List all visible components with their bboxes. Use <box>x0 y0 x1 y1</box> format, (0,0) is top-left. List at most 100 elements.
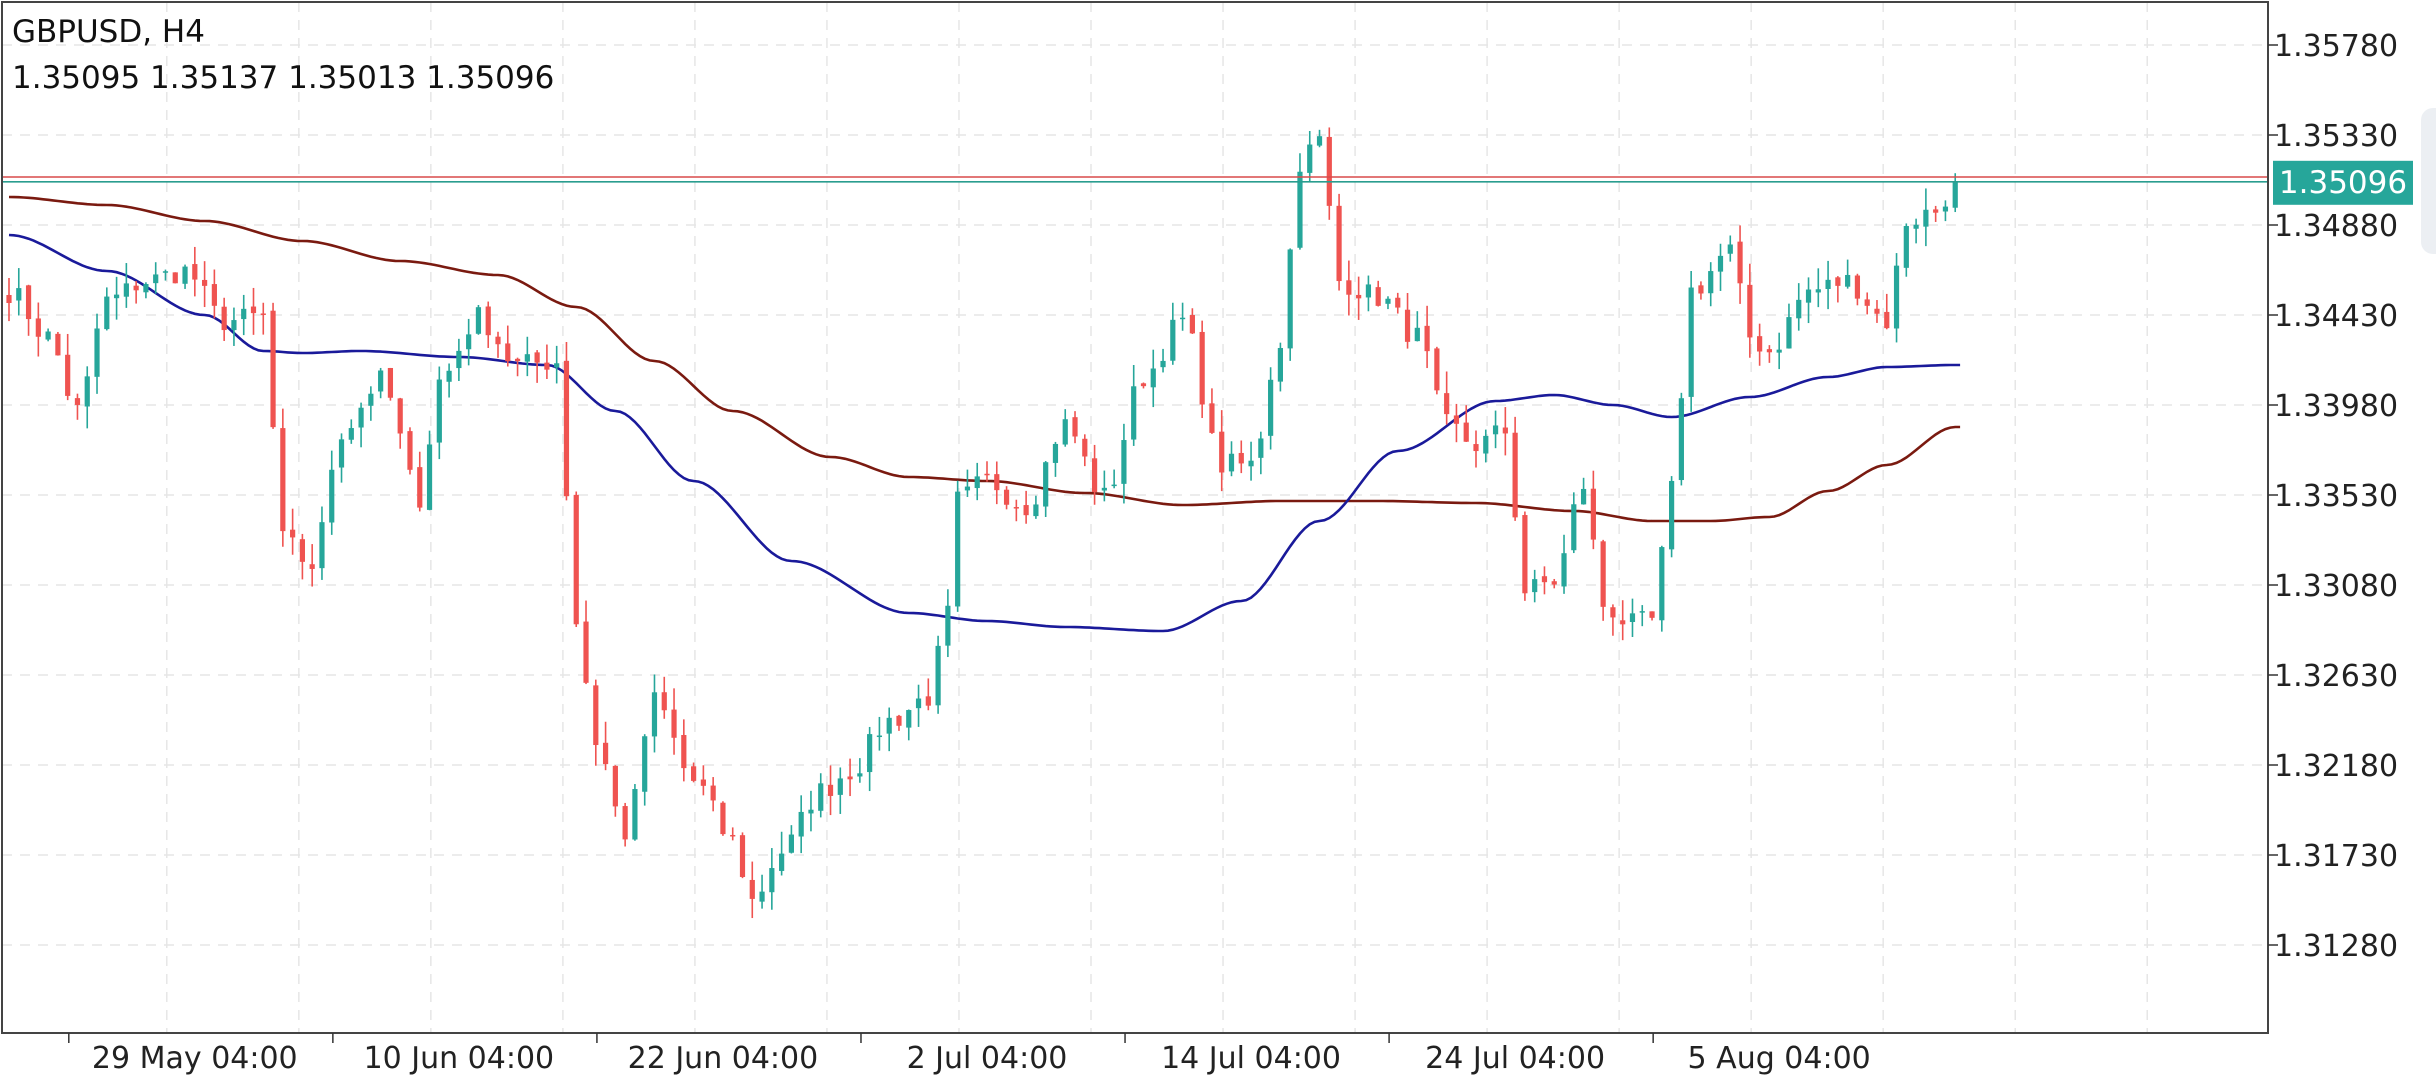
candle <box>1590 470 1596 550</box>
candle-body <box>886 717 892 734</box>
candle <box>1160 348 1166 373</box>
candle <box>681 719 687 782</box>
candle-body <box>16 288 22 301</box>
candle <box>642 734 648 806</box>
y-tick-label: 1.35780 <box>2274 29 2398 64</box>
candle-body <box>1091 458 1098 493</box>
candle-body <box>1708 271 1714 294</box>
candle <box>358 402 364 448</box>
candle <box>1952 173 1958 213</box>
candle <box>231 307 237 346</box>
candle-body <box>378 370 384 392</box>
candle <box>1884 293 1890 330</box>
candle-body <box>1727 244 1733 254</box>
candle-body <box>1874 308 1880 314</box>
candle-body <box>319 522 325 569</box>
candle-body <box>1884 311 1890 329</box>
candle <box>1375 280 1381 307</box>
candle-body <box>1629 613 1636 622</box>
candle <box>1580 477 1587 505</box>
candle-body <box>514 358 521 362</box>
candle <box>886 707 892 752</box>
candle <box>974 462 980 501</box>
candle-body <box>1082 438 1088 457</box>
candle <box>1180 302 1186 331</box>
candle-body <box>172 272 178 284</box>
candle-body <box>691 766 697 781</box>
candle <box>1248 441 1254 481</box>
candle-body <box>867 734 873 773</box>
candle-body <box>1678 398 1684 481</box>
y-tick-label: 1.31280 <box>2274 929 2398 964</box>
candle-body <box>202 279 208 286</box>
candle <box>1845 259 1851 289</box>
side-panel-handle[interactable] <box>2421 108 2436 254</box>
candle-body <box>426 444 433 510</box>
candle <box>1532 569 1538 603</box>
candle-body <box>1913 224 1919 229</box>
candle-body <box>837 778 843 795</box>
candle <box>16 268 22 316</box>
candle <box>25 284 32 336</box>
candle <box>84 366 90 429</box>
candle <box>505 325 511 367</box>
candle <box>1502 407 1508 456</box>
candle-body <box>1903 226 1909 268</box>
plot-border <box>1 1 2269 1034</box>
candle <box>1629 598 1636 637</box>
candle-body <box>1033 504 1039 517</box>
candle <box>153 262 159 294</box>
candle-body <box>299 539 305 562</box>
price-axis[interactable]: 1.35780 1.35330 1.34880 1.34430 1.33980 1.335… <box>2268 29 2413 964</box>
candle <box>779 831 785 876</box>
candle <box>1189 308 1195 334</box>
candle <box>876 716 883 751</box>
candle-body <box>338 439 345 468</box>
candle <box>1199 320 1205 419</box>
candle-body <box>935 645 941 706</box>
candle-body <box>1835 277 1841 286</box>
candle-body <box>1365 284 1372 298</box>
candle <box>241 294 247 336</box>
candle-body <box>955 491 961 607</box>
candle <box>1434 346 1440 395</box>
candle-body <box>407 431 413 470</box>
candle-body <box>573 494 579 625</box>
candle <box>378 367 384 399</box>
candle-body <box>1307 144 1313 173</box>
candle-body <box>1013 507 1019 509</box>
candle-body <box>593 685 599 746</box>
candle-body <box>1717 255 1724 272</box>
candle <box>55 331 61 356</box>
candle <box>202 261 208 308</box>
candle <box>1062 409 1068 447</box>
candle-body <box>1541 576 1548 583</box>
candle-body <box>945 605 951 646</box>
candle-body <box>387 367 394 398</box>
candle-body <box>260 313 266 315</box>
candle-body <box>818 783 824 811</box>
candle <box>955 480 961 612</box>
candle <box>1404 292 1411 349</box>
candle <box>45 328 51 342</box>
candle <box>426 430 433 511</box>
candle <box>1453 403 1460 443</box>
candle-body <box>915 698 922 709</box>
candle-body <box>1600 541 1606 607</box>
candle <box>818 773 824 818</box>
candle <box>250 287 257 335</box>
y-tick-label: 1.33080 <box>2274 569 2398 604</box>
candle <box>925 678 931 711</box>
candle-body <box>495 336 501 345</box>
candle <box>554 345 560 384</box>
last-price-label-bg <box>2273 160 2413 205</box>
candle-body <box>1189 315 1195 334</box>
candle-body <box>1854 275 1861 299</box>
candle-body <box>1424 325 1430 352</box>
candle <box>1649 611 1655 621</box>
candle <box>788 825 794 854</box>
y-tick-label: 1.33980 <box>2274 389 2398 424</box>
time-axis[interactable]: 29 May 04:00 10 Jun 04:00 22 Jun 04:00 2 Ju… <box>68 1033 1871 1076</box>
